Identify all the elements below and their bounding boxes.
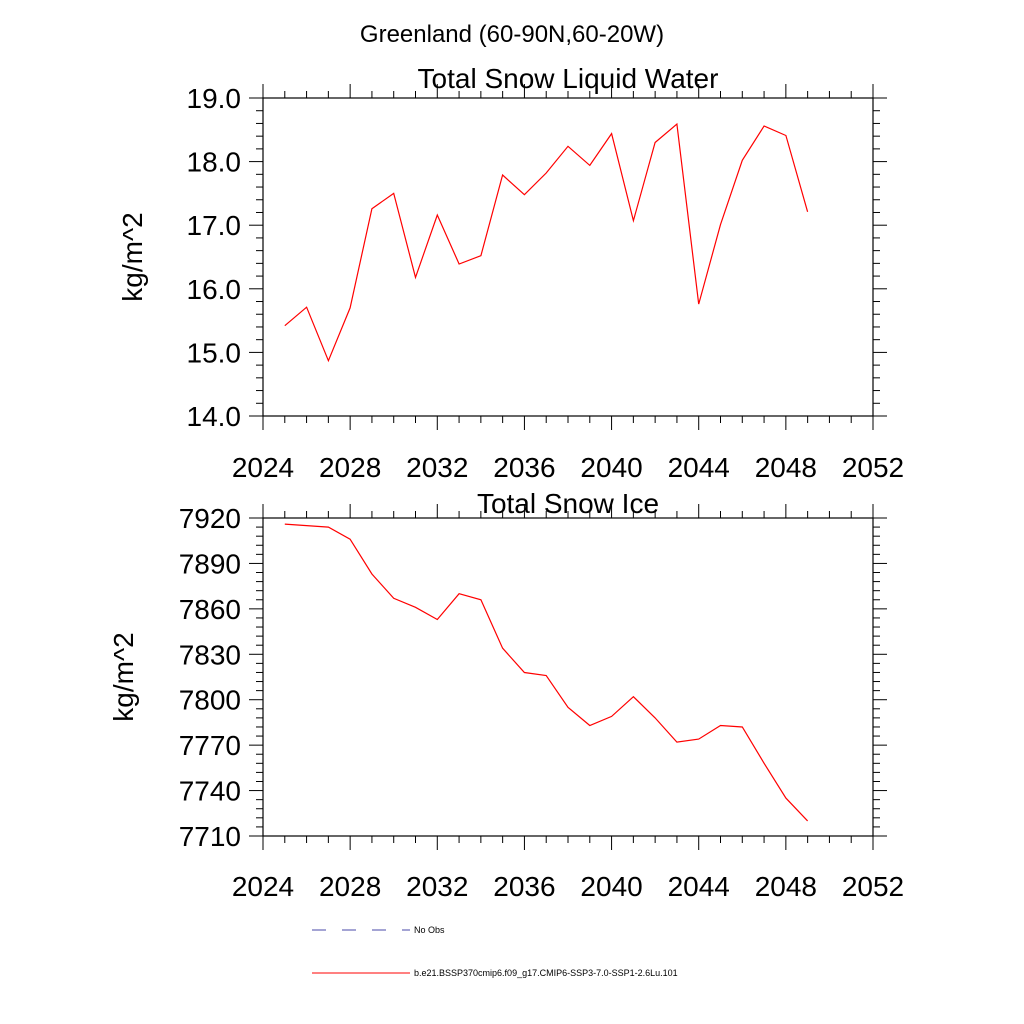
y-tick-label: 19.0 <box>187 83 242 114</box>
suptitle: Greenland (60-90N,60-20W) <box>360 21 664 48</box>
y-tick-label: 7770 <box>179 730 241 761</box>
x-tick-label: 2024 <box>232 452 294 483</box>
x-tick-label: 2032 <box>406 452 468 483</box>
legend: No Obs b.e21.BSSP370cmip6.f09_g17.CMIP6-S… <box>312 925 678 978</box>
x-tick-label: 2028 <box>319 452 381 483</box>
y-tick-label: 15.0 <box>187 337 242 368</box>
x-tick-label: 2048 <box>755 452 817 483</box>
x-tick-label: 2036 <box>493 871 555 902</box>
series-line <box>284 122 809 363</box>
series-line <box>284 523 809 822</box>
x-tick-label: 2040 <box>580 871 642 902</box>
y-tick-label: 16.0 <box>187 274 242 305</box>
y-tick-label: 7860 <box>179 594 241 625</box>
x-tick-label: 2024 <box>232 871 294 902</box>
plot-frame <box>262 517 874 837</box>
y-tick-label: 7830 <box>179 639 241 670</box>
y-tick-label: 7890 <box>179 548 241 579</box>
y-tick-label: 7800 <box>179 685 241 716</box>
x-tick-label: 2044 <box>668 871 730 902</box>
legend-label: No Obs <box>414 925 445 935</box>
panel-snow-liquid-water: Total Snow Liquid Water 2024 2028 2032 2036 2… <box>117 63 904 483</box>
y-tick-label: 7710 <box>179 821 241 852</box>
x-tick-label: 2032 <box>406 871 468 902</box>
x-tick-label: 2036 <box>493 452 555 483</box>
x-tick-label: 2052 <box>842 871 904 902</box>
y-tick-label: 18.0 <box>187 147 242 178</box>
y-tick-label: 7740 <box>179 776 241 807</box>
y-axis-label: kg/m^2 <box>108 632 139 721</box>
x-tick-label: 2052 <box>842 452 904 483</box>
chart-title: Total Snow Liquid Water <box>418 63 719 94</box>
y-tick-label: 14.0 <box>187 401 242 432</box>
legend-label: b.e21.BSSP370cmip6.f09_g17.CMIP6-SSP3-7.… <box>414 968 678 978</box>
y-axis-label: kg/m^2 <box>117 212 148 301</box>
y-tick-label: 7920 <box>179 503 241 534</box>
x-tick-label: 2048 <box>755 871 817 902</box>
x-tick-label: 2028 <box>319 871 381 902</box>
x-tick-label: 2044 <box>668 452 730 483</box>
x-tick-label: 2040 <box>580 452 642 483</box>
y-tick-label: 17.0 <box>187 210 242 241</box>
